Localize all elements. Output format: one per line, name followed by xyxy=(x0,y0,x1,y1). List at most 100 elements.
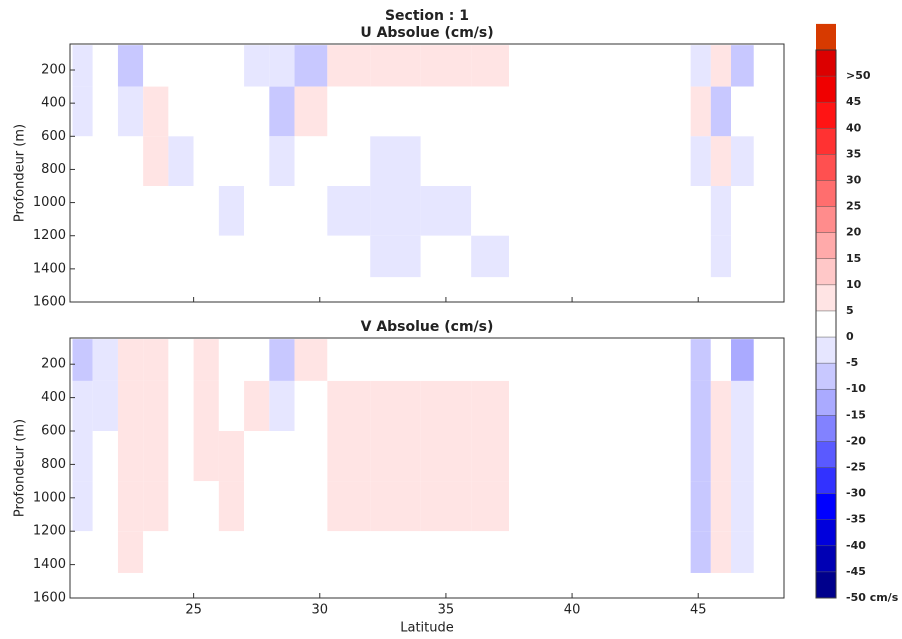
y-tick-label: 800 xyxy=(41,457,66,472)
heat-cell xyxy=(690,481,711,532)
heat-cell xyxy=(420,339,472,381)
heat-cell xyxy=(690,531,711,573)
heat-cell xyxy=(370,431,421,482)
heat-cell xyxy=(327,45,371,87)
y-axis-label: Profondeur (m) xyxy=(13,124,28,222)
colorbar-bin xyxy=(816,337,836,364)
colorbar-tick-label: -25 xyxy=(846,461,866,474)
heat-cell xyxy=(143,531,169,573)
heat-cell xyxy=(269,86,295,137)
figure-title: Section : 1 xyxy=(385,8,469,24)
colorbar-tick-label: -20 xyxy=(846,434,866,447)
colorbar-bin xyxy=(816,23,836,50)
heat-cell xyxy=(327,235,371,278)
heat-cell xyxy=(731,136,754,187)
heat-cell xyxy=(710,481,732,532)
colorbar-tick-label: -40 xyxy=(846,539,866,552)
heat-cell xyxy=(710,45,732,87)
heat-cell xyxy=(218,186,245,236)
heat-cell xyxy=(193,431,219,482)
heat-cell xyxy=(168,45,194,87)
heat-cell xyxy=(168,380,194,432)
colorbar-tick-label: -35 xyxy=(846,513,866,526)
heat-cell xyxy=(92,431,118,482)
x-tick-label: 35 xyxy=(438,603,455,618)
colorbar-tick-label: 20 xyxy=(846,226,862,239)
heat-cell xyxy=(72,136,93,187)
heat-cell xyxy=(92,339,118,381)
heat-cell xyxy=(72,380,93,432)
heat-cell xyxy=(731,186,754,236)
heat-cell xyxy=(117,186,144,236)
colorbar-tick-label: -45 xyxy=(846,565,866,578)
heat-cell xyxy=(117,380,144,432)
heat-cell xyxy=(327,339,371,381)
heat-cell xyxy=(193,235,219,278)
heat-cell xyxy=(471,186,509,236)
heat-cell xyxy=(143,431,169,482)
heat-cell xyxy=(218,431,245,482)
heat-cell xyxy=(72,235,93,278)
heat-cell xyxy=(193,380,219,432)
heat-cell xyxy=(72,339,93,381)
heat-cell xyxy=(370,136,421,187)
colorbar-bin xyxy=(816,467,836,494)
heat-cell xyxy=(72,431,93,482)
heat-cell xyxy=(710,380,732,432)
colorbar-bin xyxy=(816,206,836,233)
y-tick-label: 400 xyxy=(41,390,66,405)
y-tick-label: 1600 xyxy=(33,591,66,606)
heat-cell xyxy=(420,86,472,137)
heat-cell xyxy=(168,481,194,532)
x-tick-label: 30 xyxy=(312,603,329,618)
heat-cell xyxy=(731,339,754,381)
heat-cell xyxy=(92,531,118,573)
heat-cell xyxy=(690,431,711,482)
heat-cell xyxy=(92,45,118,87)
heat-cell xyxy=(92,481,118,532)
heat-cell xyxy=(294,235,328,278)
heat-cell xyxy=(168,531,194,573)
heat-cell xyxy=(193,45,219,87)
colorbar-bin xyxy=(816,50,836,77)
heat-cell xyxy=(218,136,245,187)
heat-cell xyxy=(193,86,219,137)
heat-cell xyxy=(92,136,118,187)
heat-cell xyxy=(327,380,371,432)
heat-cell xyxy=(244,481,270,532)
heat-cell xyxy=(471,380,509,432)
heat-cell xyxy=(690,45,711,87)
heat-cell xyxy=(193,339,219,381)
heat-cell xyxy=(92,235,118,278)
heat-cell xyxy=(420,45,472,87)
heat-cell xyxy=(143,86,169,137)
colorbar-tick-label: 45 xyxy=(846,95,861,108)
heat-cell xyxy=(690,86,711,137)
colorbar-tick-label: 15 xyxy=(846,252,861,265)
colorbar-bin xyxy=(816,363,836,390)
heat-cell xyxy=(218,531,245,573)
colorbar-tick-label: -5 xyxy=(846,356,858,369)
heat-cell xyxy=(168,86,194,137)
heat-cell xyxy=(327,86,371,137)
heat-cell xyxy=(294,431,328,482)
heat-cell xyxy=(143,380,169,432)
y-tick-label: 800 xyxy=(41,162,66,177)
y-axis-label: Profondeur (m) xyxy=(13,419,28,517)
heat-cell xyxy=(471,481,509,532)
heat-cell xyxy=(710,136,732,187)
heat-cell xyxy=(690,380,711,432)
axes-frame xyxy=(69,43,785,303)
colorbar-bin xyxy=(816,232,836,259)
heat-cell xyxy=(218,86,245,137)
heat-cell xyxy=(471,235,509,278)
heat-cell xyxy=(294,339,328,381)
heat-cell xyxy=(168,339,194,381)
heat-cell xyxy=(92,186,118,236)
heat-cell xyxy=(218,481,245,532)
heat-cell xyxy=(731,481,754,532)
heat-cell xyxy=(420,235,472,278)
heat-cell xyxy=(193,531,219,573)
heat-cell xyxy=(218,235,245,278)
